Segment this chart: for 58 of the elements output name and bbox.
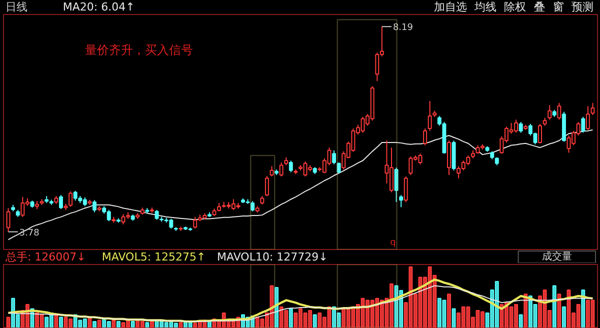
candlestick	[59, 194, 63, 210]
bar	[130, 320, 135, 328]
text: 成交量	[542, 250, 572, 262]
bar	[112, 320, 116, 328]
text: 均线	[474, 0, 497, 14]
bar	[97, 320, 102, 328]
bar	[581, 289, 586, 328]
chart-title: 日线	[5, 0, 28, 14]
bar	[59, 316, 63, 328]
candlestick	[428, 100, 432, 132]
bar	[92, 320, 96, 328]
candlestick	[154, 209, 159, 220]
text: 窗	[552, 0, 564, 14]
text: 除权	[504, 0, 526, 14]
bar	[562, 306, 566, 328]
bar	[54, 314, 58, 328]
candlestick	[548, 104, 552, 120]
bar	[452, 308, 456, 328]
annotation: 量价齐升，买入信号	[84, 42, 193, 57]
candlestick	[518, 121, 523, 134]
candlestick	[581, 116, 586, 134]
candlestick	[92, 200, 96, 213]
candlestick	[394, 167, 398, 203]
bar	[145, 322, 150, 328]
text: 叠	[534, 0, 546, 14]
text: 加自选	[434, 0, 467, 14]
bar	[552, 285, 556, 328]
bar	[116, 320, 120, 328]
annotation: 3.78	[19, 228, 40, 238]
candlestick	[6, 208, 10, 232]
candlestick	[332, 150, 336, 165]
candlestick	[590, 102, 595, 116]
text: MAVOL5: 125275↑	[102, 250, 206, 264]
bar	[274, 287, 279, 328]
candlestick	[279, 162, 284, 177]
candlestick	[288, 160, 293, 173]
candlestick	[270, 166, 274, 177]
bar	[288, 308, 293, 328]
text: 预测	[572, 0, 594, 14]
text: 总手: 126007↓	[4, 250, 86, 264]
candlestick	[404, 176, 408, 203]
candlestick	[557, 102, 562, 120]
bar	[178, 322, 183, 328]
bar	[518, 314, 523, 328]
annotation: 8.19	[392, 23, 414, 34]
candlestick	[399, 194, 404, 208]
text: MA20: 6.04↑	[62, 0, 135, 14]
bar	[312, 314, 317, 328]
bar	[557, 294, 562, 328]
bar	[447, 294, 451, 328]
bar	[150, 320, 154, 328]
candlestick	[586, 106, 590, 130]
candlestick	[264, 175, 269, 196]
candlestick	[538, 123, 542, 144]
candlestick	[423, 128, 428, 146]
bar	[6, 316, 10, 328]
annotation: q	[390, 238, 396, 248]
text: MAVOL10: 127729↓	[217, 250, 328, 264]
